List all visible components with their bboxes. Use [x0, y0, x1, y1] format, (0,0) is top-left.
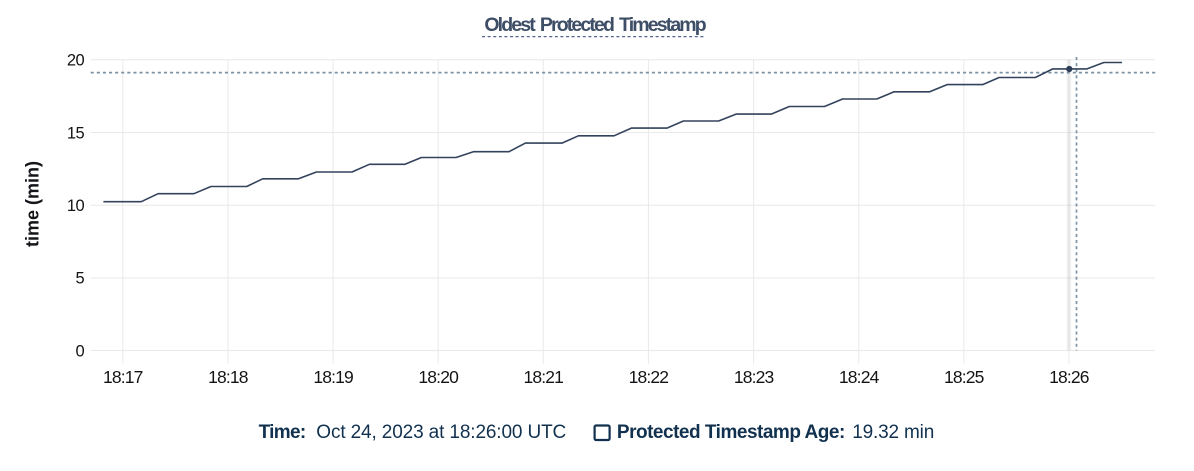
svg-text:Oldest Protected Timestamp: Oldest Protected Timestamp — [484, 14, 706, 36]
svg-text:Protected Timestamp Age:: Protected Timestamp Age: — [617, 422, 845, 443]
svg-text:Time:: Time: — [259, 422, 306, 443]
svg-text:19.32 min: 19.32 min — [852, 422, 934, 443]
svg-text:18:22: 18:22 — [629, 367, 669, 387]
svg-text:time (min): time (min) — [23, 161, 43, 247]
svg-text:15: 15 — [67, 124, 85, 142]
svg-text:18:23: 18:23 — [734, 367, 774, 387]
svg-text:18:17: 18:17 — [103, 367, 143, 387]
svg-text:5: 5 — [76, 270, 85, 288]
svg-text:18:21: 18:21 — [524, 367, 564, 387]
svg-text:18:25: 18:25 — [944, 367, 984, 387]
svg-text:18:19: 18:19 — [313, 367, 353, 387]
svg-text:10: 10 — [67, 197, 85, 215]
svg-text:18:24: 18:24 — [839, 367, 880, 387]
svg-text:Oct 24, 2023 at 18:26:00 UTC: Oct 24, 2023 at 18:26:00 UTC — [316, 422, 566, 443]
svg-text:18:26: 18:26 — [1049, 367, 1089, 387]
svg-text:0: 0 — [76, 342, 85, 360]
svg-text:18:20: 18:20 — [418, 367, 459, 387]
svg-text:18:18: 18:18 — [208, 367, 248, 387]
svg-text:20: 20 — [67, 52, 85, 70]
